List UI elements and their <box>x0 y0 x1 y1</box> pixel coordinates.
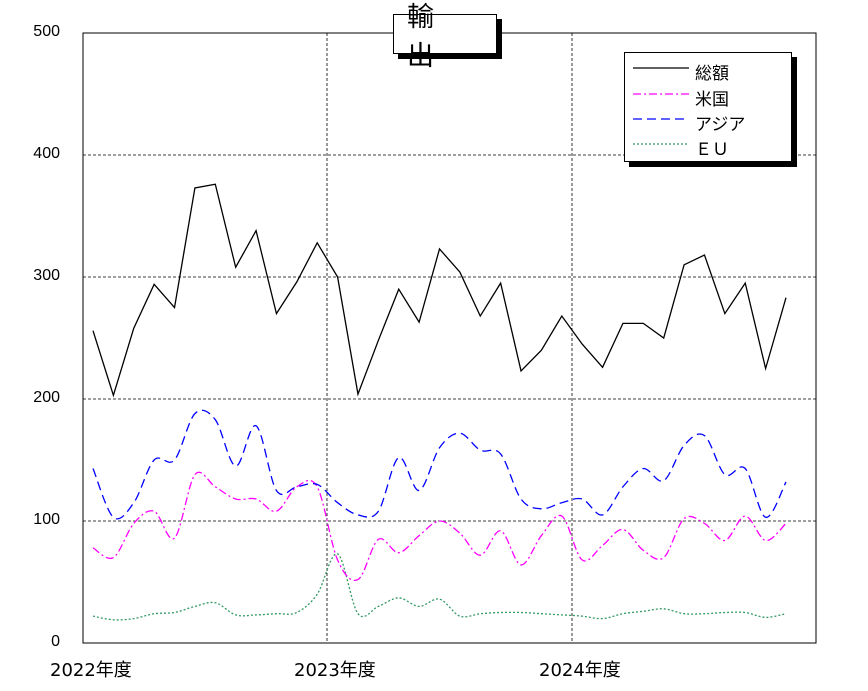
x-tick-label: 2024年度 <box>539 660 621 681</box>
series-total-line <box>92 183 787 398</box>
legend: 総額 米国 アジア ＥＵ <box>624 52 792 162</box>
legend-item-asia: アジア <box>625 108 791 135</box>
legend-label: アジア <box>695 115 746 135</box>
legend-swatch-us <box>633 93 689 95</box>
series-lines <box>92 183 787 621</box>
legend-label: 総額 <box>695 64 729 84</box>
legend-swatch-eu <box>633 143 689 145</box>
legend-swatch-total <box>633 67 689 69</box>
legend-swatch-asia <box>633 118 689 120</box>
y-tick-label: 500 <box>33 23 60 40</box>
legend-item-us: 米国 <box>625 83 791 110</box>
x-tick-label: 2023年度 <box>294 660 376 681</box>
x-tick-label: 2022年度 <box>50 660 132 681</box>
series-us-line <box>92 471 787 582</box>
series-eu-line <box>92 553 787 621</box>
grid <box>83 33 816 643</box>
y-tick-label: 200 <box>33 389 60 406</box>
y-tick-label: 400 <box>33 145 60 162</box>
chart-title: 輸 出 <box>393 2 497 72</box>
y-tick-label: 100 <box>33 511 60 528</box>
y-tick-label: 0 <box>51 633 60 650</box>
legend-item-total: 総額 <box>625 57 791 84</box>
legend-item-eu: ＥＵ <box>625 133 791 160</box>
series-asia-line <box>92 409 787 520</box>
y-tick-label: 300 <box>33 267 60 284</box>
legend-label: 米国 <box>695 90 729 110</box>
legend-label: ＥＵ <box>695 140 729 160</box>
